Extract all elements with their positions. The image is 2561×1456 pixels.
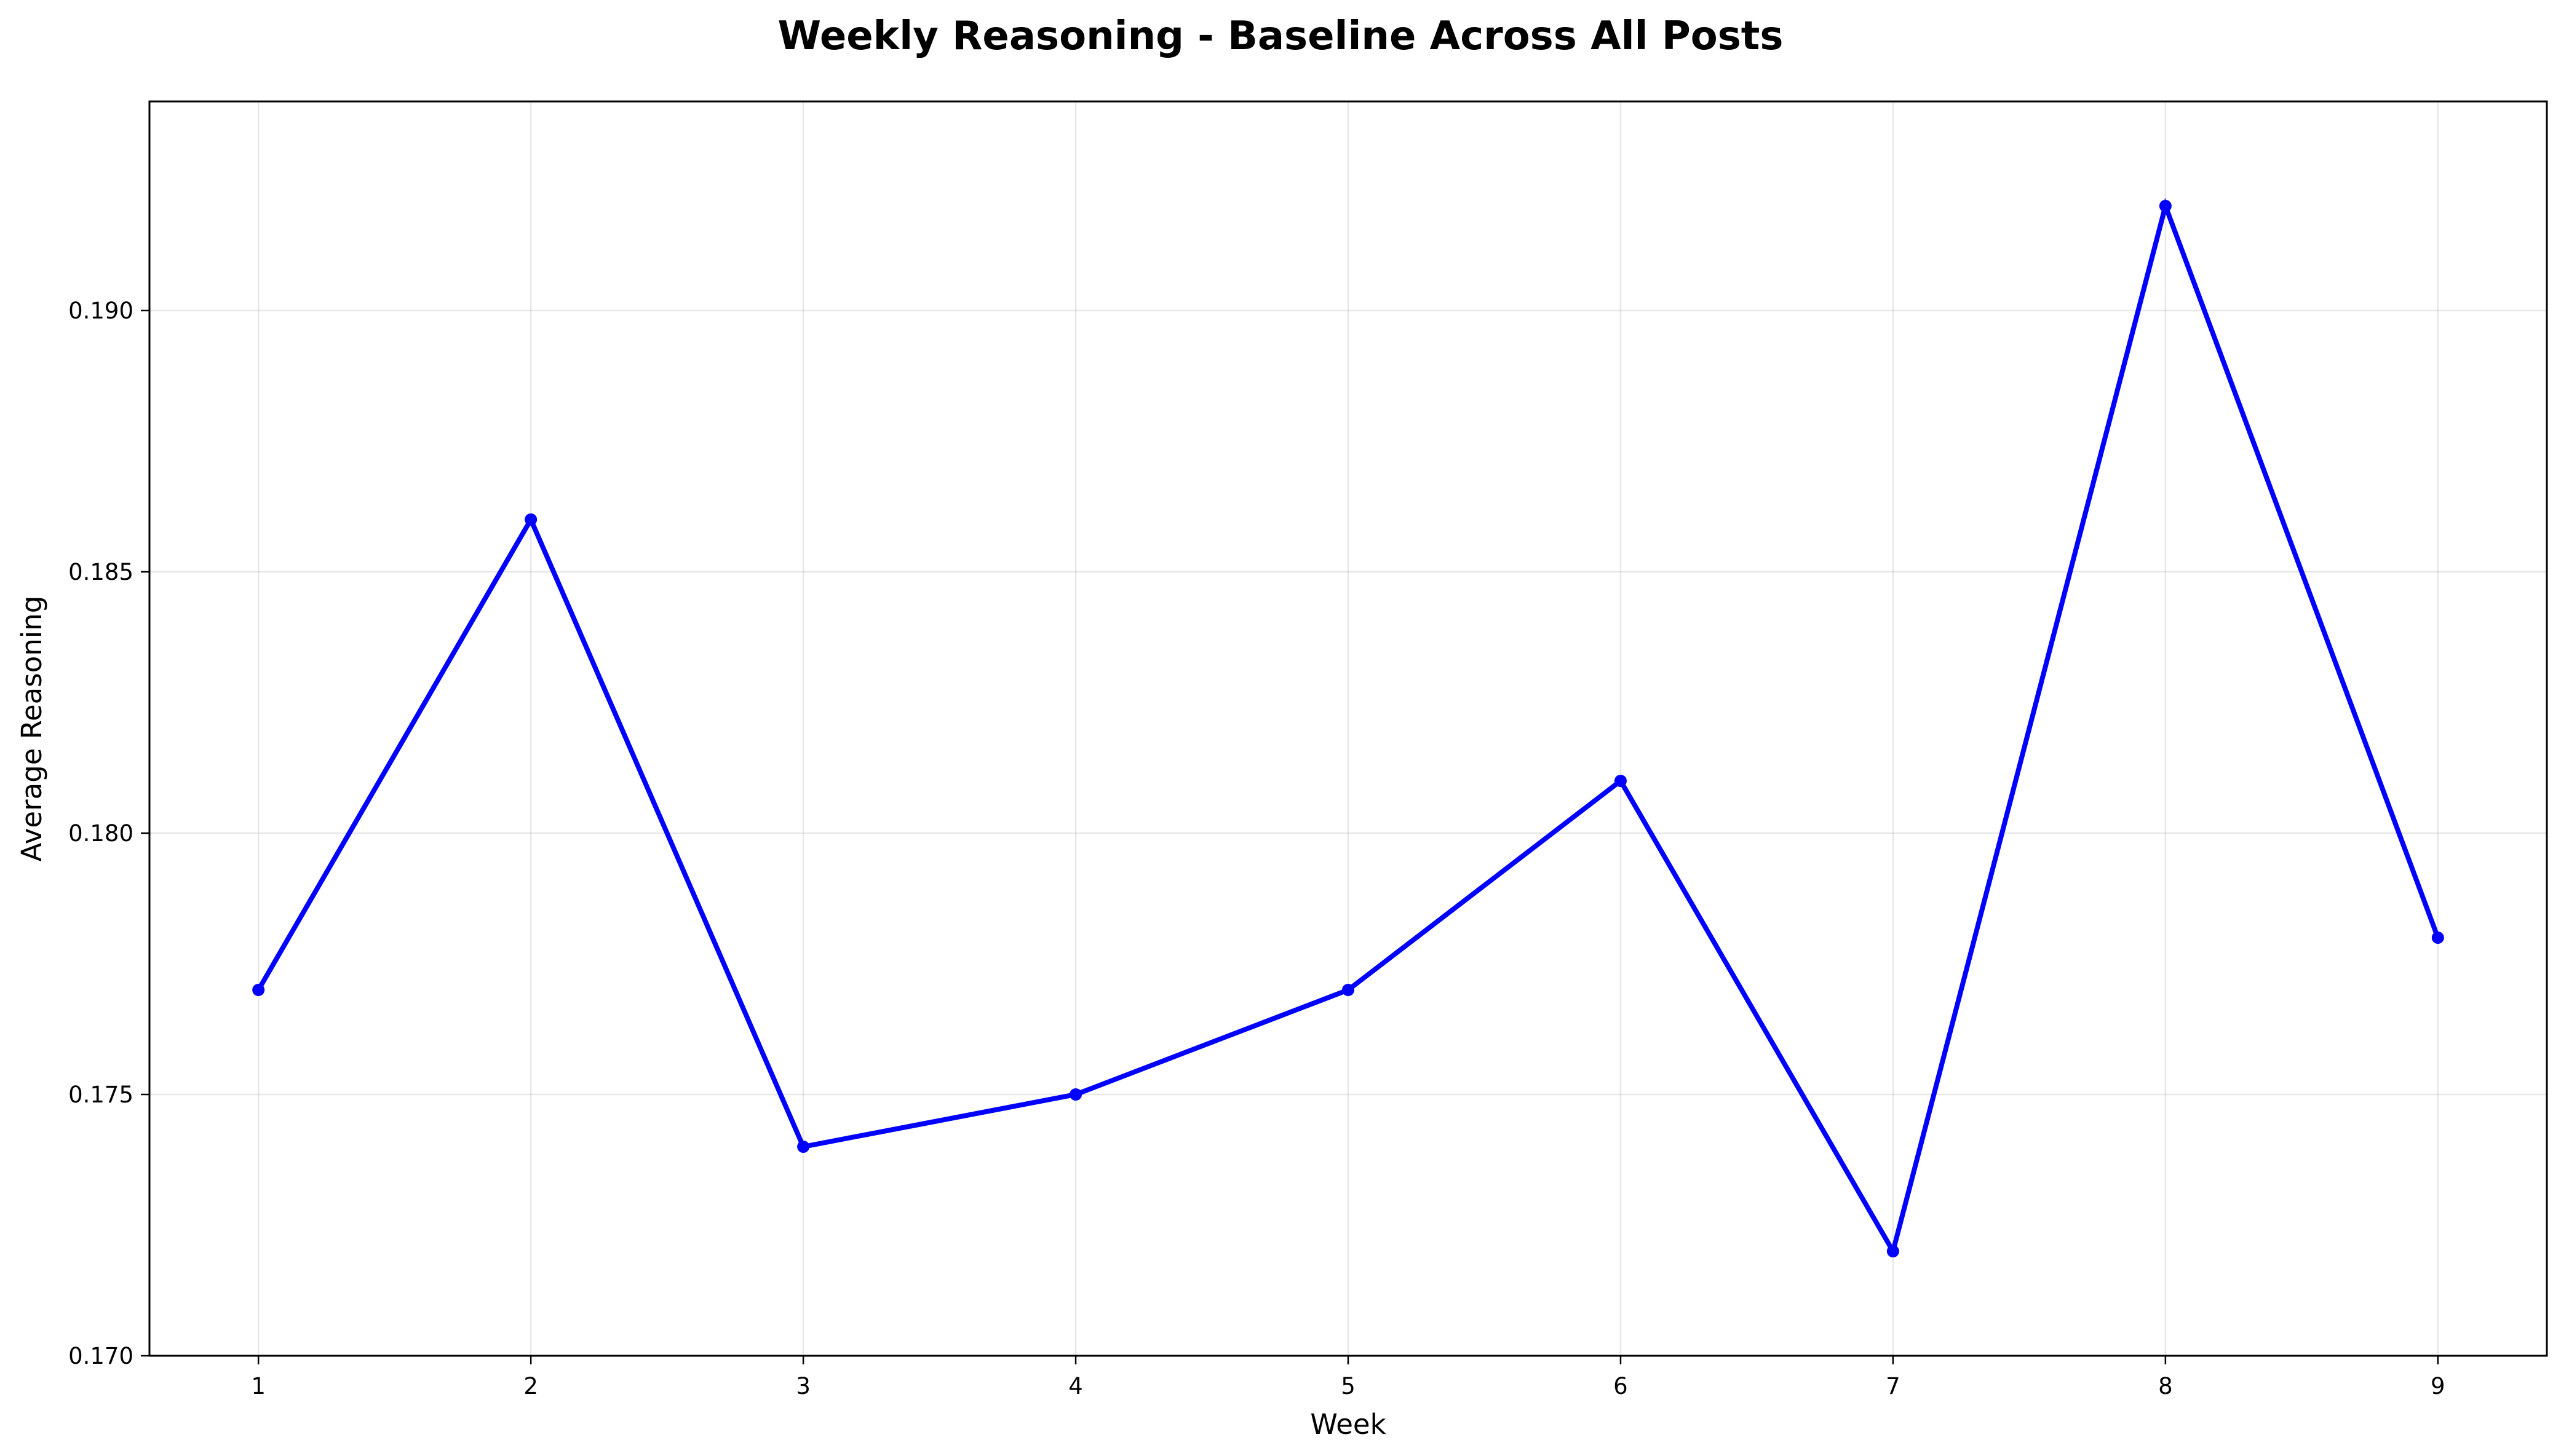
y-tick-label: 0.185	[68, 559, 133, 585]
data-point	[1342, 984, 1354, 996]
x-tick-label: 7	[1886, 1373, 1900, 1399]
chart-title: Weekly Reasoning - Baseline Across All P…	[778, 14, 1784, 59]
x-tick-label: 6	[1613, 1373, 1628, 1399]
x-tick-label: 2	[523, 1373, 538, 1399]
x-tick-label: 5	[1341, 1373, 1356, 1399]
x-axis-label: Week	[1310, 1408, 1386, 1441]
data-point	[1614, 775, 1627, 787]
x-tick-label: 8	[2158, 1373, 2173, 1399]
data-point	[252, 984, 265, 996]
x-tick-label: 1	[251, 1373, 266, 1399]
axis-ticks: 1 2 3 4 5 6 7 8 9 0.170 0.175 0.180 0.185 0.190	[68, 298, 2445, 1399]
y-tick-label: 0.180	[68, 820, 133, 847]
data-point	[525, 513, 538, 526]
y-tick-label: 0.175	[68, 1082, 133, 1108]
y-tick-label: 0.170	[68, 1343, 133, 1369]
data-point	[2431, 932, 2444, 944]
series-layer	[252, 197, 2444, 1258]
data-point	[1886, 1245, 1899, 1257]
data-point	[1070, 1088, 1082, 1101]
data-point	[2159, 200, 2172, 212]
x-tick-label: 3	[796, 1373, 811, 1399]
y-tick-label: 0.190	[68, 298, 133, 324]
x-tick-label: 4	[1068, 1373, 1083, 1399]
y-axis-label: Average Reasoning	[15, 596, 48, 862]
data-point	[797, 1141, 810, 1153]
x-tick-label: 9	[2431, 1373, 2445, 1399]
